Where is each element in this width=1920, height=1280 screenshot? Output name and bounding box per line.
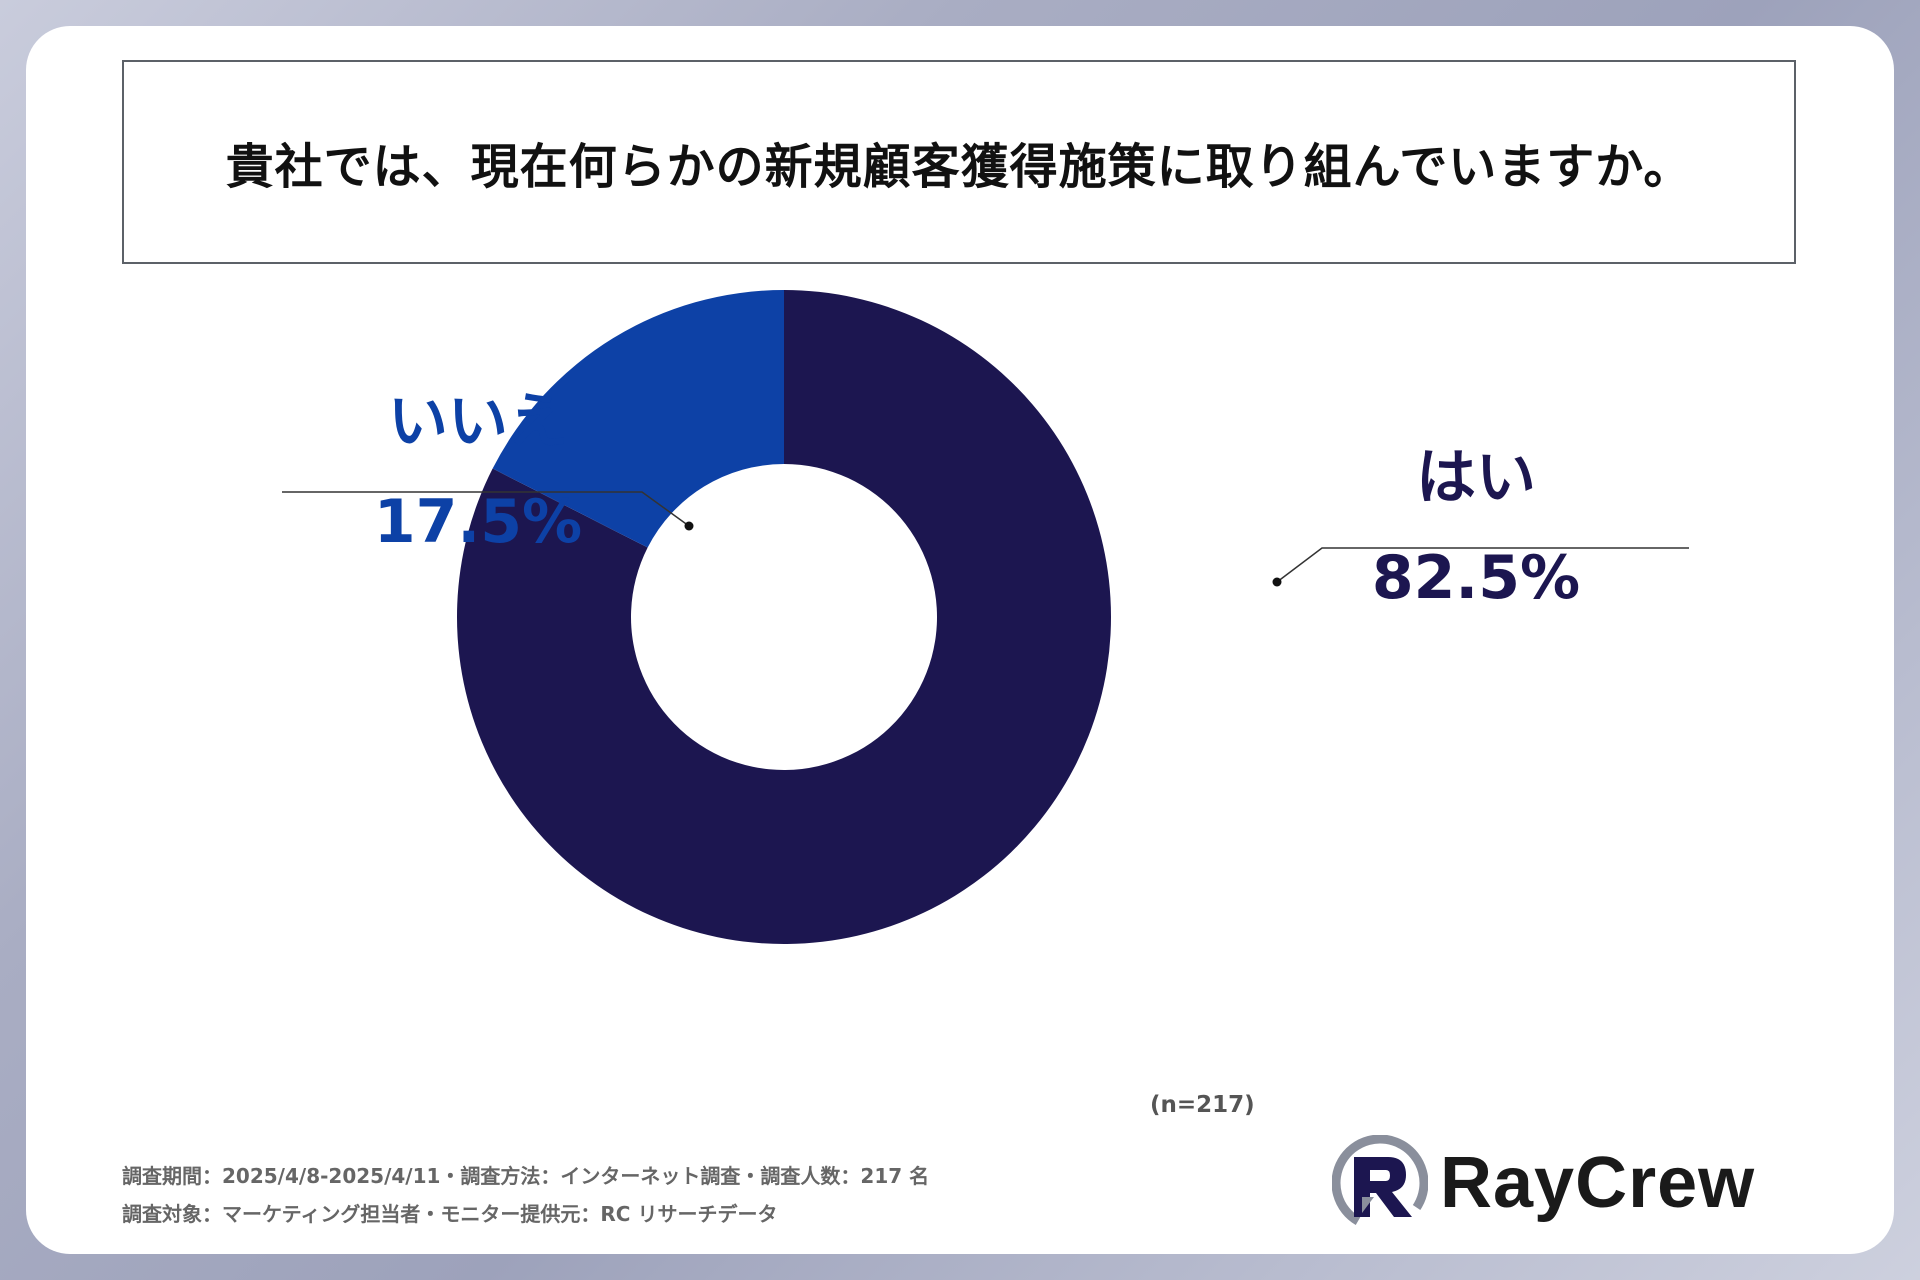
slice-no (492, 290, 784, 548)
category-label-yes: はい (1416, 443, 1536, 513)
percent-label-no: 17.5% (374, 487, 582, 557)
slices-layer (457, 290, 1111, 945)
category-label-no: いいえ (388, 387, 568, 457)
leader-dot-no (684, 521, 694, 531)
chart-card: 貴社では、現在何らかの新規顧客獲得施策に取り組んでいますか。 いいえ 17.5%… (26, 26, 1894, 1254)
percent-label-yes: 82.5% (1372, 543, 1580, 613)
footnote-survey-info: 調査期間：2025/4/8-2025/4/11・調査方法：インターネット調査・調… (122, 1164, 930, 1188)
title-box: 貴社では、現在何らかの新規顧客獲得施策に取り組んでいますか。 (122, 60, 1796, 264)
leader-dot-yes (1272, 577, 1282, 587)
raycrew-logo-text: RayCrew (1440, 1143, 1756, 1223)
chart-title: 貴社では、現在何らかの新規顧客獲得施策に取り組んでいますか。 (225, 139, 1693, 195)
leader-line-yes (1276, 547, 1689, 583)
leader-line-no (282, 491, 690, 527)
donut-chart: いいえ 17.5% はい 82.5% (282, 290, 1689, 945)
raycrew-logo: RayCrew (1332, 1135, 1812, 1231)
sample-size: (n=217) (1150, 1092, 1255, 1118)
slice-yes (457, 290, 1111, 945)
footnote-survey-target: 調査対象：マーケティング担当者・モニター提供元：RC リサーチデータ (122, 1202, 778, 1226)
raycrew-logo-mark-icon (1332, 1135, 1428, 1231)
